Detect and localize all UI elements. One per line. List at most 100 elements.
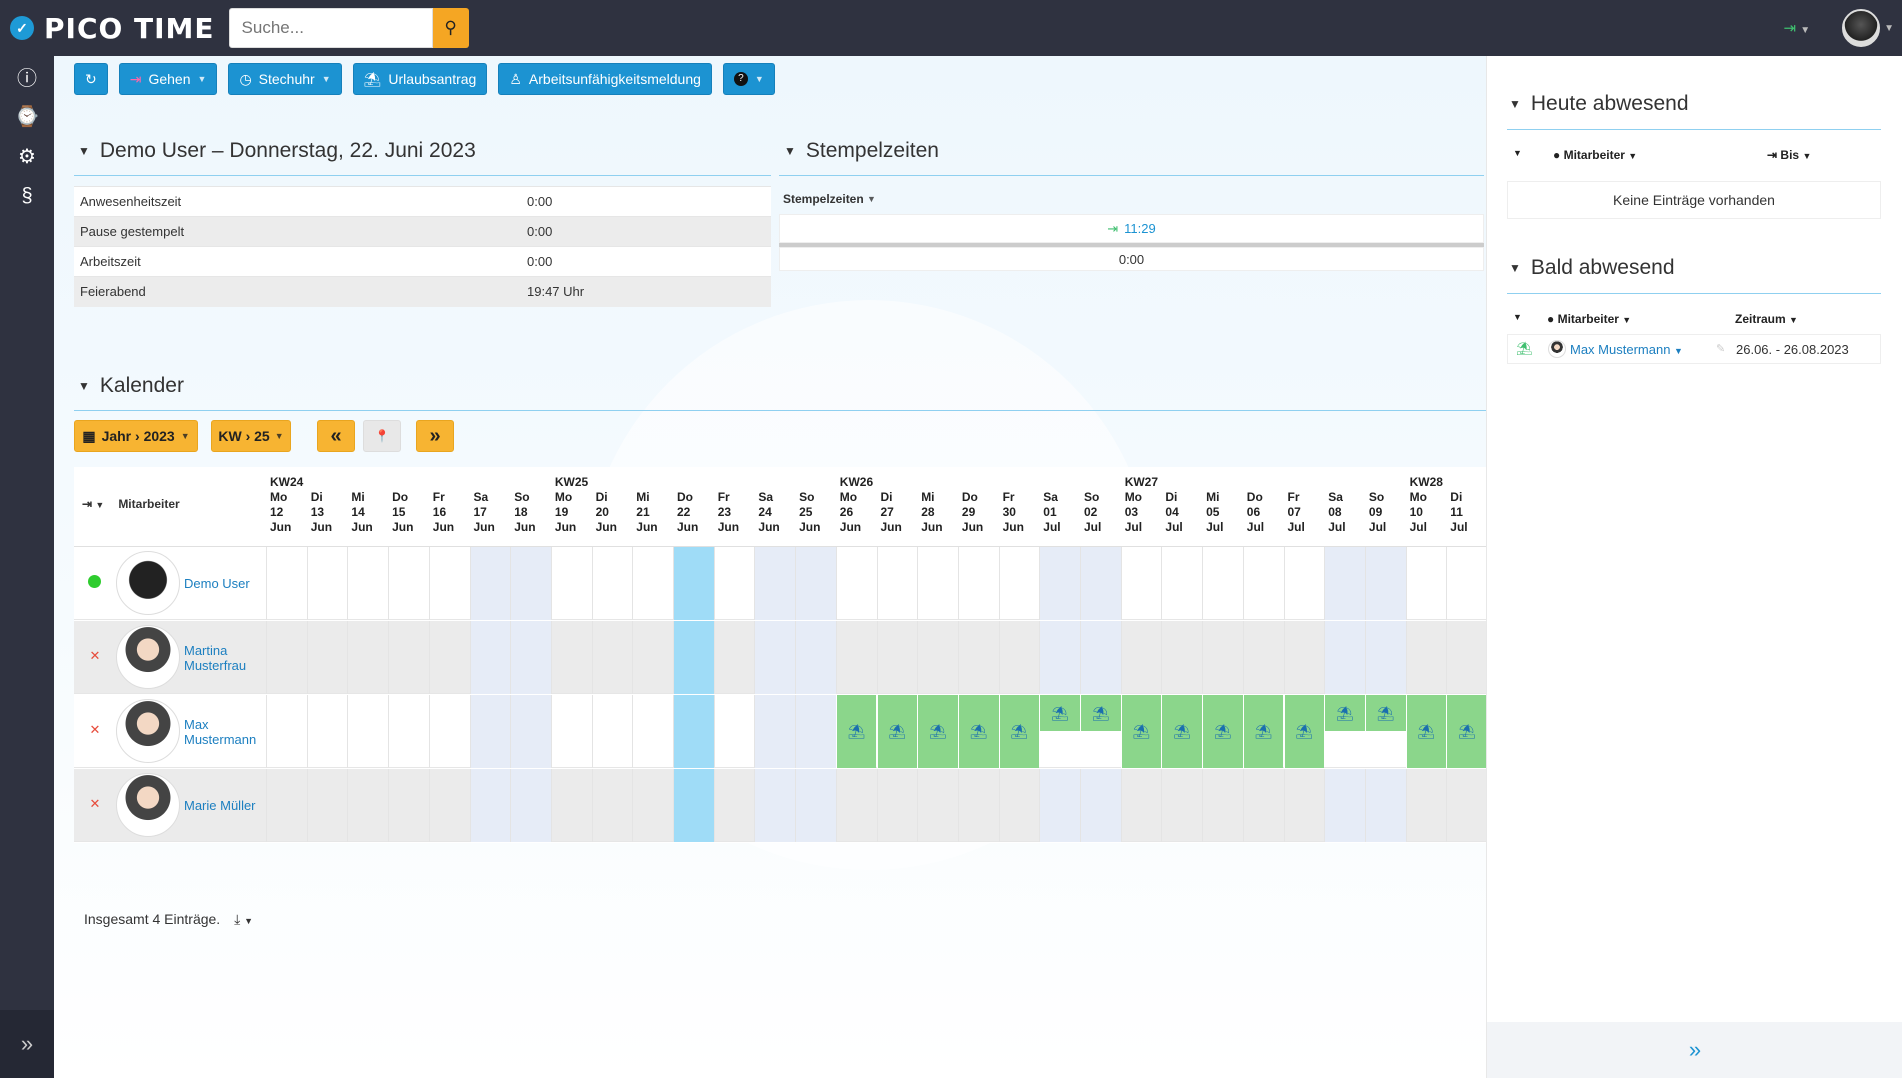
day-cell[interactable]: [469, 695, 511, 768]
day-cell[interactable]: [1202, 769, 1243, 842]
absence-cell[interactable]: ⛱: [1161, 695, 1203, 768]
day-cell[interactable]: [673, 769, 714, 842]
day-cell[interactable]: [1161, 547, 1202, 620]
gehen-button[interactable]: ⇥ Gehen ▼: [118, 63, 218, 95]
help-button[interactable]: ? ▼: [722, 63, 775, 95]
day-cell[interactable]: [388, 621, 429, 694]
day-cell[interactable]: [632, 621, 673, 694]
day-cell[interactable]: [1446, 547, 1486, 620]
info-icon[interactable]: ⓘ: [17, 67, 37, 90]
day-cell[interactable]: [469, 547, 511, 620]
refresh-button[interactable]: ↻: [74, 63, 108, 95]
day-cell[interactable]: [266, 769, 307, 842]
day-cell[interactable]: [632, 769, 673, 842]
day-cell[interactable]: [673, 695, 714, 768]
day-cell[interactable]: [1283, 621, 1325, 694]
next-week-button[interactable]: »: [416, 420, 454, 452]
calendar-header[interactable]: ▼ Kalender: [78, 374, 184, 398]
day-cell[interactable]: [795, 769, 836, 842]
today-absent-header[interactable]: ▼ Heute abwesend: [1509, 92, 1689, 116]
summary-header[interactable]: ▼ Demo User – Donnerstag, 22. Juni 2023: [78, 139, 476, 163]
day-cell[interactable]: [510, 695, 551, 768]
day-cell[interactable]: [1080, 621, 1121, 694]
briefcase-clock-icon[interactable]: ⌚: [14, 105, 40, 128]
day-cell[interactable]: [1120, 769, 1162, 842]
day-cell[interactable]: [957, 547, 999, 620]
until-sort-header[interactable]: ⇥ Bis ▼: [1767, 148, 1811, 162]
day-cell[interactable]: [835, 621, 877, 694]
day-cell[interactable]: [713, 621, 755, 694]
stamps-column-header[interactable]: Stempelzeiten ▼: [779, 184, 1484, 214]
day-cell[interactable]: [347, 695, 388, 768]
chevron-down-icon[interactable]: ▼: [1513, 148, 1522, 158]
day-cell[interactable]: [795, 621, 836, 694]
collapse-panel-icon[interactable]: »: [1487, 1022, 1902, 1078]
day-cell[interactable]: [1405, 621, 1447, 694]
day-cell[interactable]: [388, 547, 429, 620]
day-cell[interactable]: [1324, 621, 1365, 694]
gears-icon[interactable]: ⚙: [18, 145, 36, 168]
day-cell[interactable]: [673, 621, 714, 694]
day-cell[interactable]: [428, 695, 470, 768]
day-cell[interactable]: [1242, 547, 1284, 620]
absence-cell[interactable]: ⛱: [1242, 695, 1284, 768]
absence-cell[interactable]: ⛱: [1405, 695, 1447, 768]
urlaubsantrag-button[interactable]: ⛱ Urlaubsantrag: [352, 63, 488, 95]
day-cell[interactable]: [754, 621, 796, 694]
day-cell[interactable]: [957, 769, 999, 842]
day-cell[interactable]: [713, 547, 755, 620]
day-cell[interactable]: [428, 547, 470, 620]
absence-cell[interactable]: ⛱: [1283, 695, 1325, 768]
range-sort-header[interactable]: Zeitraum ▼: [1735, 312, 1798, 326]
day-cell[interactable]: [632, 547, 673, 620]
day-cell[interactable]: [876, 769, 918, 842]
day-cell[interactable]: [550, 695, 592, 768]
day-cell[interactable]: [306, 695, 348, 768]
day-cell[interactable]: [673, 547, 714, 620]
day-cell[interactable]: [835, 547, 877, 620]
chevron-down-icon[interactable]: ▼: [1513, 312, 1522, 322]
prev-week-button[interactable]: «: [317, 420, 355, 452]
day-cell[interactable]: [510, 621, 551, 694]
stamp-entry[interactable]: ⇥ 11:29: [779, 214, 1484, 243]
chevron-down-icon[interactable]: ▼: [1884, 22, 1894, 34]
day-cell[interactable]: [917, 547, 958, 620]
sort-presence-icon[interactable]: ⇥ ▼: [82, 497, 105, 511]
day-cell[interactable]: [510, 547, 551, 620]
employee-name-link[interactable]: Max Mustermann: [184, 695, 264, 768]
day-cell[interactable]: [550, 621, 592, 694]
day-cell[interactable]: [1202, 547, 1243, 620]
user-avatar[interactable]: [1842, 9, 1881, 47]
day-cell[interactable]: [1242, 621, 1284, 694]
day-cell[interactable]: [1080, 547, 1121, 620]
employee-column-header[interactable]: ⇥ ▼ Mitarbeiter: [82, 497, 180, 511]
day-cell[interactable]: [1039, 621, 1080, 694]
week-select-button[interactable]: KW › 25 ▼: [211, 420, 291, 452]
day-cell[interactable]: [469, 769, 511, 842]
today-button[interactable]: 📍: [363, 420, 401, 452]
day-cell[interactable]: [347, 621, 388, 694]
day-cell[interactable]: [876, 621, 918, 694]
day-cell[interactable]: [266, 621, 307, 694]
day-cell[interactable]: [795, 695, 836, 768]
day-cell[interactable]: [347, 547, 388, 620]
app-logo[interactable]: ✓ PICO TIME: [10, 0, 215, 56]
paragraph-icon[interactable]: §: [21, 184, 33, 207]
absence-cell[interactable]: ⛱: [1324, 695, 1365, 731]
day-cell[interactable]: [1324, 547, 1365, 620]
day-cell[interactable]: [1324, 769, 1365, 842]
day-cell[interactable]: [795, 547, 836, 620]
absence-cell[interactable]: ⛱: [957, 695, 999, 768]
day-cell[interactable]: [306, 547, 348, 620]
absence-cell[interactable]: ⛱: [876, 695, 918, 768]
employee-name-link[interactable]: Martina Musterfrau: [184, 621, 264, 694]
day-cell[interactable]: [754, 769, 796, 842]
day-cell[interactable]: [1283, 769, 1325, 842]
logout-menu[interactable]: ⇥ ▼: [1783, 19, 1810, 37]
absence-cell[interactable]: ⛱: [835, 695, 877, 768]
day-cell[interactable]: [510, 769, 551, 842]
employee-sort-header[interactable]: ● Mitarbeiter ▼: [1547, 312, 1631, 326]
day-cell[interactable]: [1161, 769, 1202, 842]
absence-cell[interactable]: ⛱: [998, 695, 1040, 768]
day-cell[interactable]: [1039, 547, 1080, 620]
